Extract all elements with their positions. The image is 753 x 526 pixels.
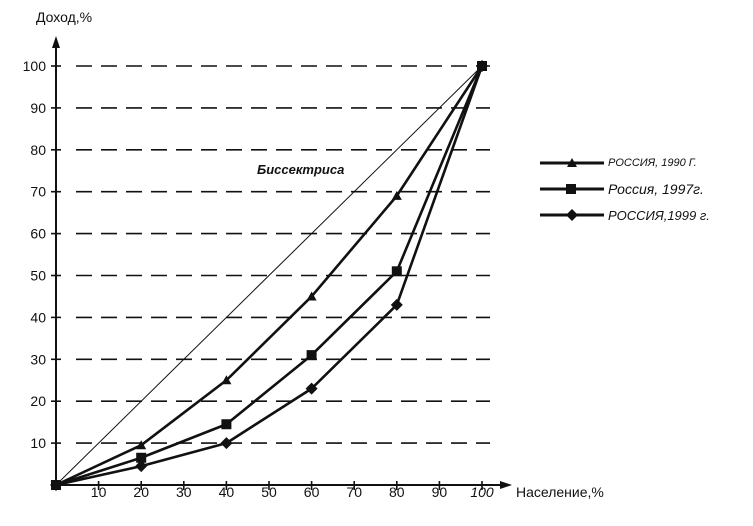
- point-s2-3: [305, 382, 318, 395]
- y-tick-label-6: 70: [30, 184, 46, 200]
- x-tick-label-6: 70: [346, 484, 362, 500]
- legend-label-1997: Россия, 1997г.: [608, 181, 704, 197]
- series-line-1: [55, 65, 484, 487]
- point-s2-4: [390, 298, 403, 311]
- x-tick-label-9: 100: [470, 484, 494, 500]
- legend-item-1990: РОССИЯ, 1990 Г.: [538, 150, 752, 176]
- y-tick-label-2: 30: [30, 351, 46, 367]
- legend-label-1990: РОССИЯ, 1990 Г.: [608, 157, 697, 169]
- gridlines: [76, 65, 490, 444]
- y-tick-label-9: 100: [23, 58, 47, 74]
- x-tick-label-7: 80: [389, 484, 405, 500]
- y-tick-label-7: 80: [30, 142, 46, 158]
- x-tick-label-3: 40: [219, 484, 235, 500]
- series-line-0: [55, 65, 484, 487]
- y-tick-label-4: 50: [30, 268, 46, 284]
- x-tick-label-5: 60: [304, 484, 320, 500]
- point-s2-1: [135, 460, 148, 473]
- x-tick-label-4: 50: [261, 484, 277, 500]
- data-series: [50, 60, 488, 491]
- point-s2-2: [220, 437, 233, 450]
- legend-item-1997: Россия, 1997г.: [538, 176, 752, 202]
- legend-swatch-square: [540, 184, 604, 194]
- point-s0-3: [306, 291, 317, 301]
- point-s2-5: [476, 60, 488, 72]
- x-tick-label-8: 90: [432, 484, 448, 500]
- y-tick-label-1: 20: [30, 393, 46, 409]
- point-s0-2: [221, 375, 232, 385]
- legend-swatch-diamond: [540, 209, 604, 221]
- point-s1-3: [306, 350, 317, 361]
- point-s0-1: [136, 440, 147, 450]
- y-tick-label-3: 40: [30, 309, 46, 325]
- legend-item-1999: РОССИЯ,1999 г.: [538, 202, 752, 228]
- y-axis-title: Доход,%: [36, 9, 92, 25]
- tick-labels: 10 20 30 40 50 60 70 80 90 100 10 20 30 40 50 60 70 80 90 1…: [23, 58, 494, 500]
- bisector-line: [55, 65, 483, 486]
- x-tick-label-2: 30: [176, 484, 192, 500]
- point-s1-4: [391, 266, 402, 277]
- y-tick-label-0: 10: [30, 435, 46, 451]
- x-axis-arrow: [500, 481, 512, 489]
- y-axis-arrow: [52, 36, 60, 48]
- point-s2-0: [50, 479, 62, 491]
- point-s1-2: [221, 419, 232, 430]
- legend: РОССИЯ, 1990 Г. Россия, 1997г. РОССИЯ,19…: [538, 150, 752, 228]
- point-s1-1: [136, 452, 147, 463]
- y-tick-label-8: 90: [30, 100, 46, 116]
- bisector-annotation: Биссектриса: [257, 162, 344, 177]
- x-tick-label-0: 10: [91, 484, 107, 500]
- x-tick-label-1: 20: [133, 484, 149, 500]
- x-axis-title: Население,%: [516, 484, 604, 500]
- legend-swatch-triangle: [540, 158, 604, 167]
- legend-label-1999: РОССИЯ,1999 г.: [608, 207, 710, 223]
- point-s0-4: [391, 190, 402, 200]
- series-line-2: [55, 65, 484, 487]
- y-tick-label-5: 60: [30, 226, 46, 242]
- axes: [51, 36, 512, 490]
